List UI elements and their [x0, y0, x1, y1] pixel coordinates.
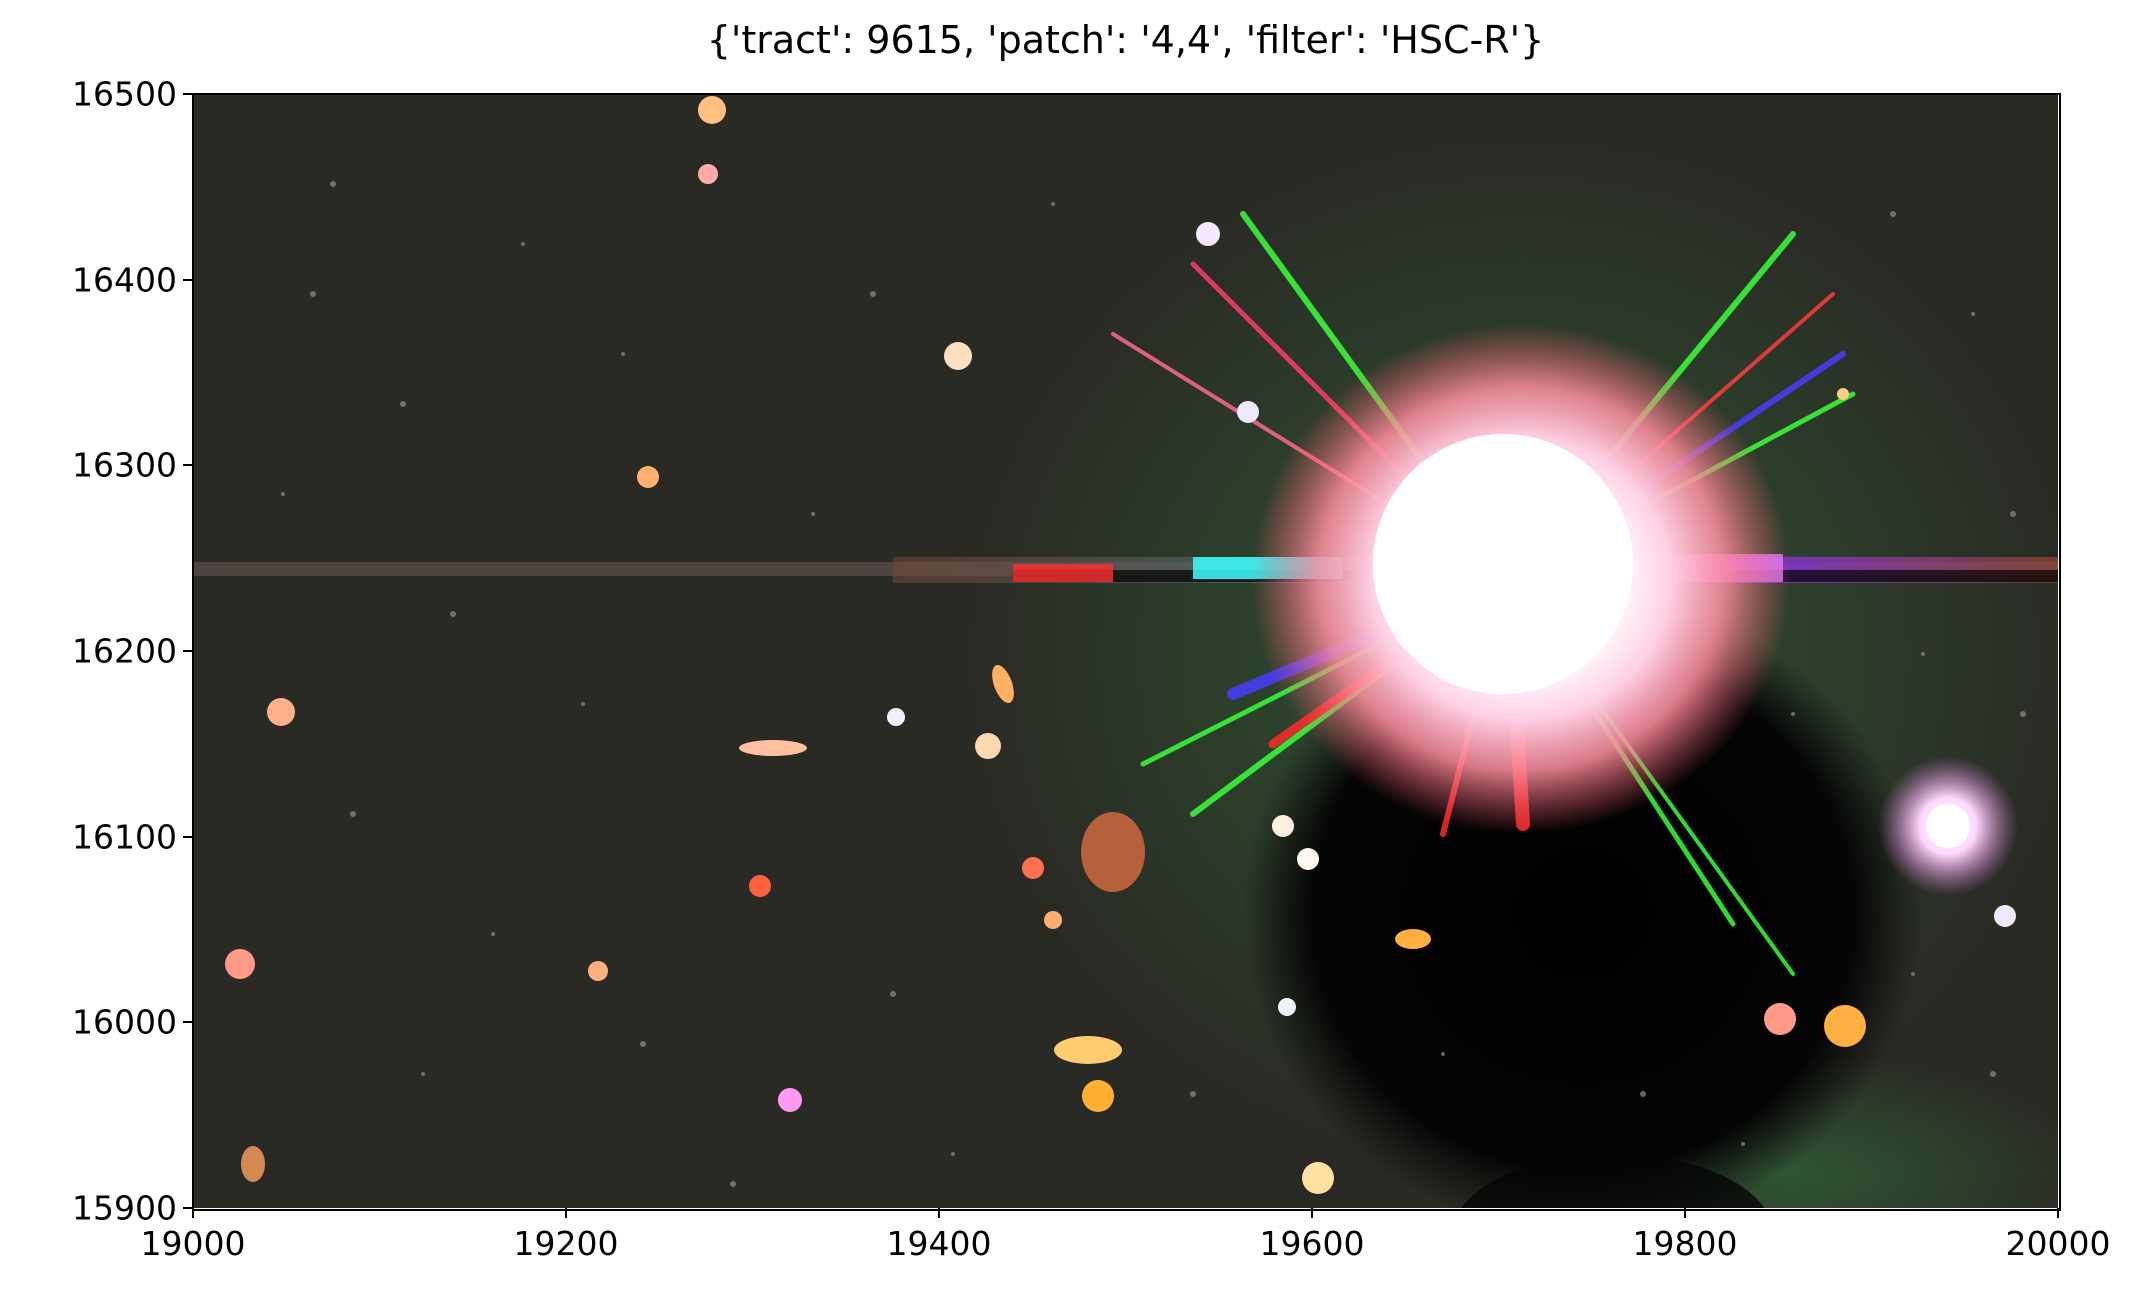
y-tick	[183, 1207, 193, 1209]
x-tick	[938, 1208, 940, 1218]
y-tick	[183, 93, 193, 95]
y-tick-label: 16100	[72, 817, 177, 857]
y-tick	[183, 464, 193, 467]
image-frame	[193, 94, 2058, 1208]
x-tick	[1311, 1208, 1313, 1218]
x-tick	[192, 1208, 194, 1218]
y-tick	[183, 650, 193, 652]
x-tick-label: 20000	[2005, 1224, 2111, 1263]
x-tick-label: 19800	[1632, 1224, 1738, 1263]
x-tick	[2057, 1208, 2059, 1218]
plot-title: {'tract': 9615, 'patch': '4,4', 'filter'…	[706, 18, 1545, 62]
x-tick-label: 19000	[140, 1224, 246, 1263]
y-tick-label: 15900	[72, 1188, 177, 1228]
x-tick-label: 19600	[1259, 1224, 1365, 1263]
y-tick-label: 16500	[72, 74, 177, 114]
y-tick-label: 16200	[72, 631, 177, 671]
y-tick-label: 16400	[72, 260, 177, 300]
y-tick	[183, 835, 193, 838]
y-tick-label: 16000	[72, 1002, 177, 1042]
x-tick	[565, 1208, 567, 1218]
x-tick	[1684, 1208, 1686, 1218]
axes-border	[192, 93, 2061, 1211]
x-tick-label: 19400	[886, 1224, 992, 1263]
x-tick-label: 19200	[513, 1224, 619, 1263]
y-tick	[183, 278, 193, 281]
astronomical-image	[193, 94, 2058, 1208]
y-tick-label: 16300	[72, 445, 177, 485]
y-tick	[183, 1021, 193, 1024]
